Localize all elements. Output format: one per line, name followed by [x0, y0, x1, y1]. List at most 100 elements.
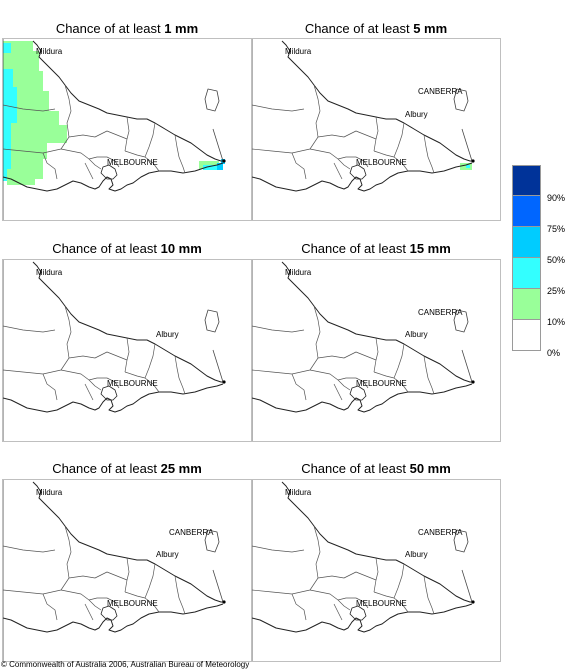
legend-label-25: 25%	[547, 286, 566, 296]
boundary-line	[64, 525, 72, 579]
label-albury: Albury	[405, 550, 428, 559]
map-outline-1mm	[3, 39, 226, 220]
boundary-line	[317, 130, 377, 140]
boundary-line	[60, 589, 102, 611]
boundary-line	[84, 383, 94, 401]
boundary-line	[60, 369, 102, 391]
label-mildura: Mildura	[36, 488, 63, 497]
boundary-line	[373, 557, 379, 593]
boundary-line	[317, 351, 377, 361]
map-outline-15mm	[252, 260, 475, 441]
legend-swatch-75	[512, 196, 541, 227]
boundary-line	[349, 605, 367, 621]
boundary-line	[393, 343, 405, 379]
boundary-line	[64, 84, 72, 138]
point-marker	[222, 600, 226, 604]
boundary-line	[144, 563, 156, 599]
boundary-line	[313, 525, 321, 579]
label-canberra: CANBERRA	[418, 308, 463, 317]
boundary-line	[252, 104, 305, 112]
boundary-line	[124, 337, 130, 373]
point-marker	[222, 159, 226, 163]
label-melbourne: MELBOURNE	[356, 379, 407, 388]
boundary-line	[124, 116, 130, 152]
boundary-line	[3, 325, 56, 333]
boundary-line	[84, 603, 94, 621]
boundary-line	[204, 529, 220, 553]
boundary-line	[349, 164, 367, 180]
label-albury: Albury	[156, 330, 179, 339]
boundary-line	[317, 571, 377, 581]
boundary-line	[453, 88, 469, 112]
boundary-line	[42, 152, 58, 180]
label-melbourne: MELBOURNE	[356, 599, 407, 608]
point-marker	[471, 600, 475, 604]
boundary-line	[3, 577, 70, 595]
boundary-line	[281, 261, 472, 383]
boundary-line	[373, 116, 379, 152]
label-melbourne: MELBOURNE	[107, 379, 158, 388]
boundary-line	[337, 156, 369, 168]
boundary-line	[461, 349, 473, 383]
boundary-line	[281, 481, 472, 603]
boundary-line	[333, 603, 343, 621]
boundary-line	[204, 88, 220, 112]
legend-swatch-50	[512, 227, 541, 258]
boundary-line	[68, 571, 128, 581]
boundary-line	[313, 84, 321, 138]
boundary-line	[174, 134, 186, 174]
boundary-line	[88, 377, 120, 389]
map-25mm	[2, 479, 252, 662]
legend-colorbar	[512, 165, 541, 351]
boundary-line	[174, 575, 186, 615]
boundary-line	[309, 369, 351, 391]
map-50mm	[251, 479, 501, 662]
boundary-line	[212, 349, 224, 383]
boundary-line	[281, 40, 472, 162]
boundary-line	[60, 148, 102, 170]
label-albury: Albury	[405, 330, 428, 339]
boundary-line	[373, 337, 379, 373]
boundary-line	[453, 529, 469, 553]
boundary-line	[337, 377, 369, 389]
boundary-line	[32, 261, 223, 383]
boundary-line	[144, 343, 156, 379]
label-mildura: Mildura	[36, 268, 63, 277]
boundary-line	[204, 309, 220, 333]
point-marker	[471, 380, 475, 384]
label-albury: Albury	[156, 550, 179, 559]
boundary-line	[212, 128, 224, 162]
boundary-line	[42, 373, 58, 401]
boundary-line	[144, 122, 156, 158]
label-mildura: Mildura	[285, 268, 312, 277]
boundary-line	[84, 162, 94, 180]
legend-swatch-25	[512, 258, 541, 289]
boundary-line	[88, 597, 120, 609]
boundary-line	[309, 148, 351, 170]
panel-title-5mm: Chance of at least 5 mm	[304, 21, 448, 36]
legend-label-90: 90%	[547, 193, 566, 203]
label-canberra: CANBERRA	[418, 528, 463, 537]
panel-title-50mm: Chance of at least 50 mm	[301, 461, 451, 476]
legend-label-10: 10%	[547, 317, 566, 327]
boundary-line	[337, 597, 369, 609]
boundary-line	[42, 593, 58, 621]
legend-label-0: 0%	[547, 348, 561, 358]
label-canberra: CANBERRA	[418, 87, 463, 96]
map-1mm	[2, 38, 252, 221]
legend-label-50: 50%	[547, 255, 566, 265]
boundary-line	[252, 545, 305, 553]
map-outline-25mm	[3, 480, 226, 661]
boundary-line	[32, 40, 223, 162]
legend-swatch-90	[512, 165, 541, 196]
boundary-line	[453, 309, 469, 333]
label-melbourne: MELBOURNE	[107, 599, 158, 608]
boundary-line	[68, 351, 128, 361]
label-melbourne: MELBOURNE	[356, 158, 407, 167]
legend-swatch-10	[512, 289, 541, 320]
boundary-line	[423, 134, 435, 174]
panel-title-25mm: Chance of at least 25 mm	[52, 461, 202, 476]
map-outline-5mm	[252, 39, 475, 220]
boundary-line	[252, 325, 305, 333]
boundary-line	[88, 156, 120, 168]
